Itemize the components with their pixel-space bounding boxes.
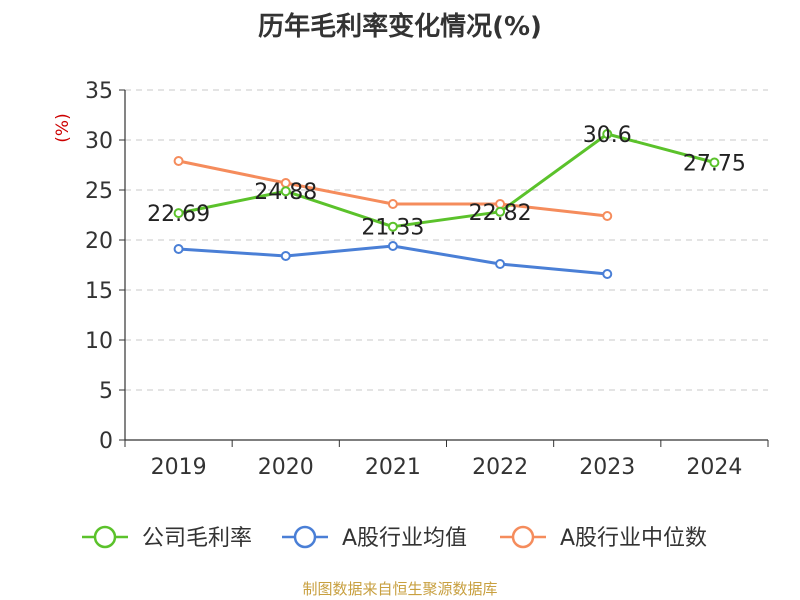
data-label: 27.75 (683, 152, 746, 177)
series-point-1[interactable] (280, 251, 291, 261)
data-label: 22.69 (147, 202, 210, 227)
series-point-2[interactable] (387, 199, 398, 209)
series-point-0[interactable] (173, 208, 184, 219)
x-tick-label: 2022 (472, 455, 528, 480)
series-point-0[interactable] (709, 157, 720, 168)
legend-item-2[interactable]: A股行业中位数 (500, 525, 707, 551)
legend-item-0[interactable]: 公司毛利率 (82, 525, 252, 551)
legend-label: A股行业均值 (342, 526, 467, 551)
y-tick-label: 15 (85, 279, 113, 304)
series-point-2[interactable] (602, 211, 613, 221)
legend-marker (93, 525, 117, 549)
axes: 0 5 10 15 20 25 30 35 2019 2020 2021 2022 2023 2024 (85, 79, 769, 480)
y-tick-label: 5 (99, 379, 113, 404)
y-tick-label: 35 (85, 79, 113, 104)
chart-title: 历年毛利率变化情况(%) (258, 12, 542, 42)
series-point-1[interactable] (495, 259, 506, 269)
legend[interactable]: 公司毛利率 A股行业均值 A股行业中位数 (82, 525, 707, 551)
x-tick-label: 2024 (686, 455, 742, 480)
series-point-1[interactable] (387, 241, 398, 251)
legend-label: 公司毛利率 (142, 526, 252, 551)
y-tick-label: 25 (85, 179, 113, 204)
series-point-1[interactable] (173, 244, 184, 254)
series-line-0 (178, 132, 715, 229)
legend-item-1[interactable]: A股行业均值 (282, 525, 467, 551)
legend-marker (511, 525, 535, 549)
grid-lines (125, 89, 768, 391)
y-tick-label: 10 (85, 329, 113, 354)
y-tick-label: 0 (99, 429, 113, 454)
x-tick-label: 2021 (365, 455, 421, 480)
series-point-0[interactable] (280, 186, 291, 197)
series-point-2[interactable] (173, 156, 184, 166)
x-tick-label: 2020 (258, 455, 314, 480)
data-labels: 22.69 24.88 21.33 22.82 30.6 27.75 (147, 123, 746, 241)
series-point-0[interactable] (602, 129, 613, 139)
x-tick-label: 2023 (579, 455, 635, 480)
series-point-0[interactable] (495, 206, 506, 217)
legend-marker (293, 525, 317, 549)
y-axis-unit-label: (%) (53, 113, 73, 142)
x-tick-label: 2019 (151, 455, 207, 480)
data-label: 30.6 (583, 123, 632, 148)
series-point-0[interactable] (387, 221, 398, 232)
source-note: 制图数据来自恒生聚源数据库 (302, 580, 498, 598)
data-label: 22.82 (469, 201, 532, 226)
data-label: 21.33 (361, 216, 424, 241)
y-tick-label: 20 (85, 229, 113, 254)
y-tick-label: 30 (85, 129, 113, 154)
series-point-1[interactable] (602, 269, 613, 279)
legend-label: A股行业中位数 (560, 526, 707, 551)
series (173, 129, 720, 279)
data-label: 24.88 (254, 180, 317, 205)
